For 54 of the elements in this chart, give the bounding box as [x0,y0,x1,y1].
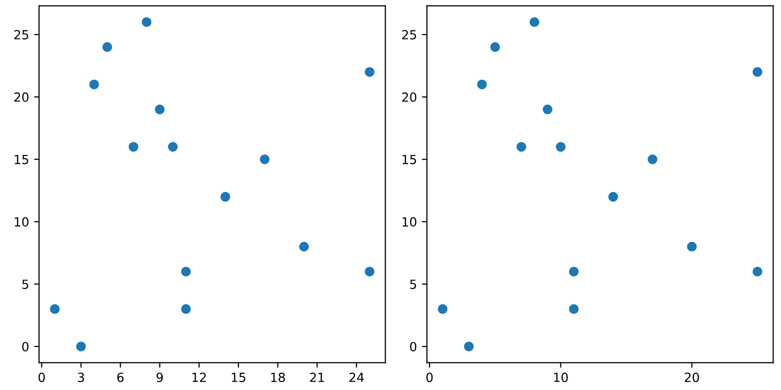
point [477,80,487,90]
x-tick-label: 24 [349,372,364,382]
y-tick-label: 20 [402,92,416,102]
point [556,142,566,152]
point [516,142,526,152]
point [220,192,230,202]
point [648,154,658,164]
y-tick-label: 0 [22,342,28,352]
point [530,17,540,27]
point [299,242,309,252]
x-tick-label: 6 [117,372,124,382]
x-tick-label: 15 [232,372,246,382]
point [128,142,138,152]
point [260,154,270,164]
x-tick-label: 3 [78,372,84,382]
y-tick-label: 5 [410,280,416,290]
y-tick-label: 10 [14,217,28,227]
point [568,266,579,276]
point [142,17,152,27]
y-tick-label: 20 [14,92,28,102]
point [464,342,474,352]
x-tick-label: 9 [156,372,163,382]
point [608,192,618,202]
x-tick-label: 20 [684,372,699,382]
point [438,304,448,314]
point [168,142,178,152]
point [181,304,191,314]
x-tick-label: 10 [554,372,568,382]
x-tick-label: 0 [38,372,45,382]
point [687,242,697,252]
point [181,266,191,276]
y-tick-label: 10 [402,217,416,227]
y-tick-label: 15 [14,154,28,164]
point [752,266,762,276]
x-tick-label: 12 [192,372,206,382]
point [76,342,86,352]
x-tick-label: 18 [271,372,285,382]
point [364,266,374,276]
y-tick-label: 25 [14,30,28,40]
point [364,67,374,77]
y-tick-label: 25 [402,30,416,40]
point [542,104,552,114]
point [490,42,500,52]
y-tick-label: 0 [410,342,416,352]
point [568,304,579,314]
point [752,67,762,77]
point [154,104,165,114]
point [50,304,60,314]
x-tick-label: 21 [310,372,324,382]
x-tick-label: 0 [426,372,433,382]
point [89,80,100,90]
point [102,42,112,52]
y-tick-label: 15 [402,154,416,164]
y-tick-label: 5 [22,280,28,290]
